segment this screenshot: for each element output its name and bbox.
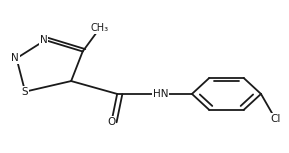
Text: CH₃: CH₃ [91, 23, 109, 33]
Text: N: N [11, 53, 19, 63]
Text: Cl: Cl [270, 114, 281, 124]
Text: S: S [22, 87, 28, 97]
Text: O: O [107, 117, 116, 127]
Text: HN: HN [153, 89, 168, 99]
Text: N: N [40, 35, 48, 45]
